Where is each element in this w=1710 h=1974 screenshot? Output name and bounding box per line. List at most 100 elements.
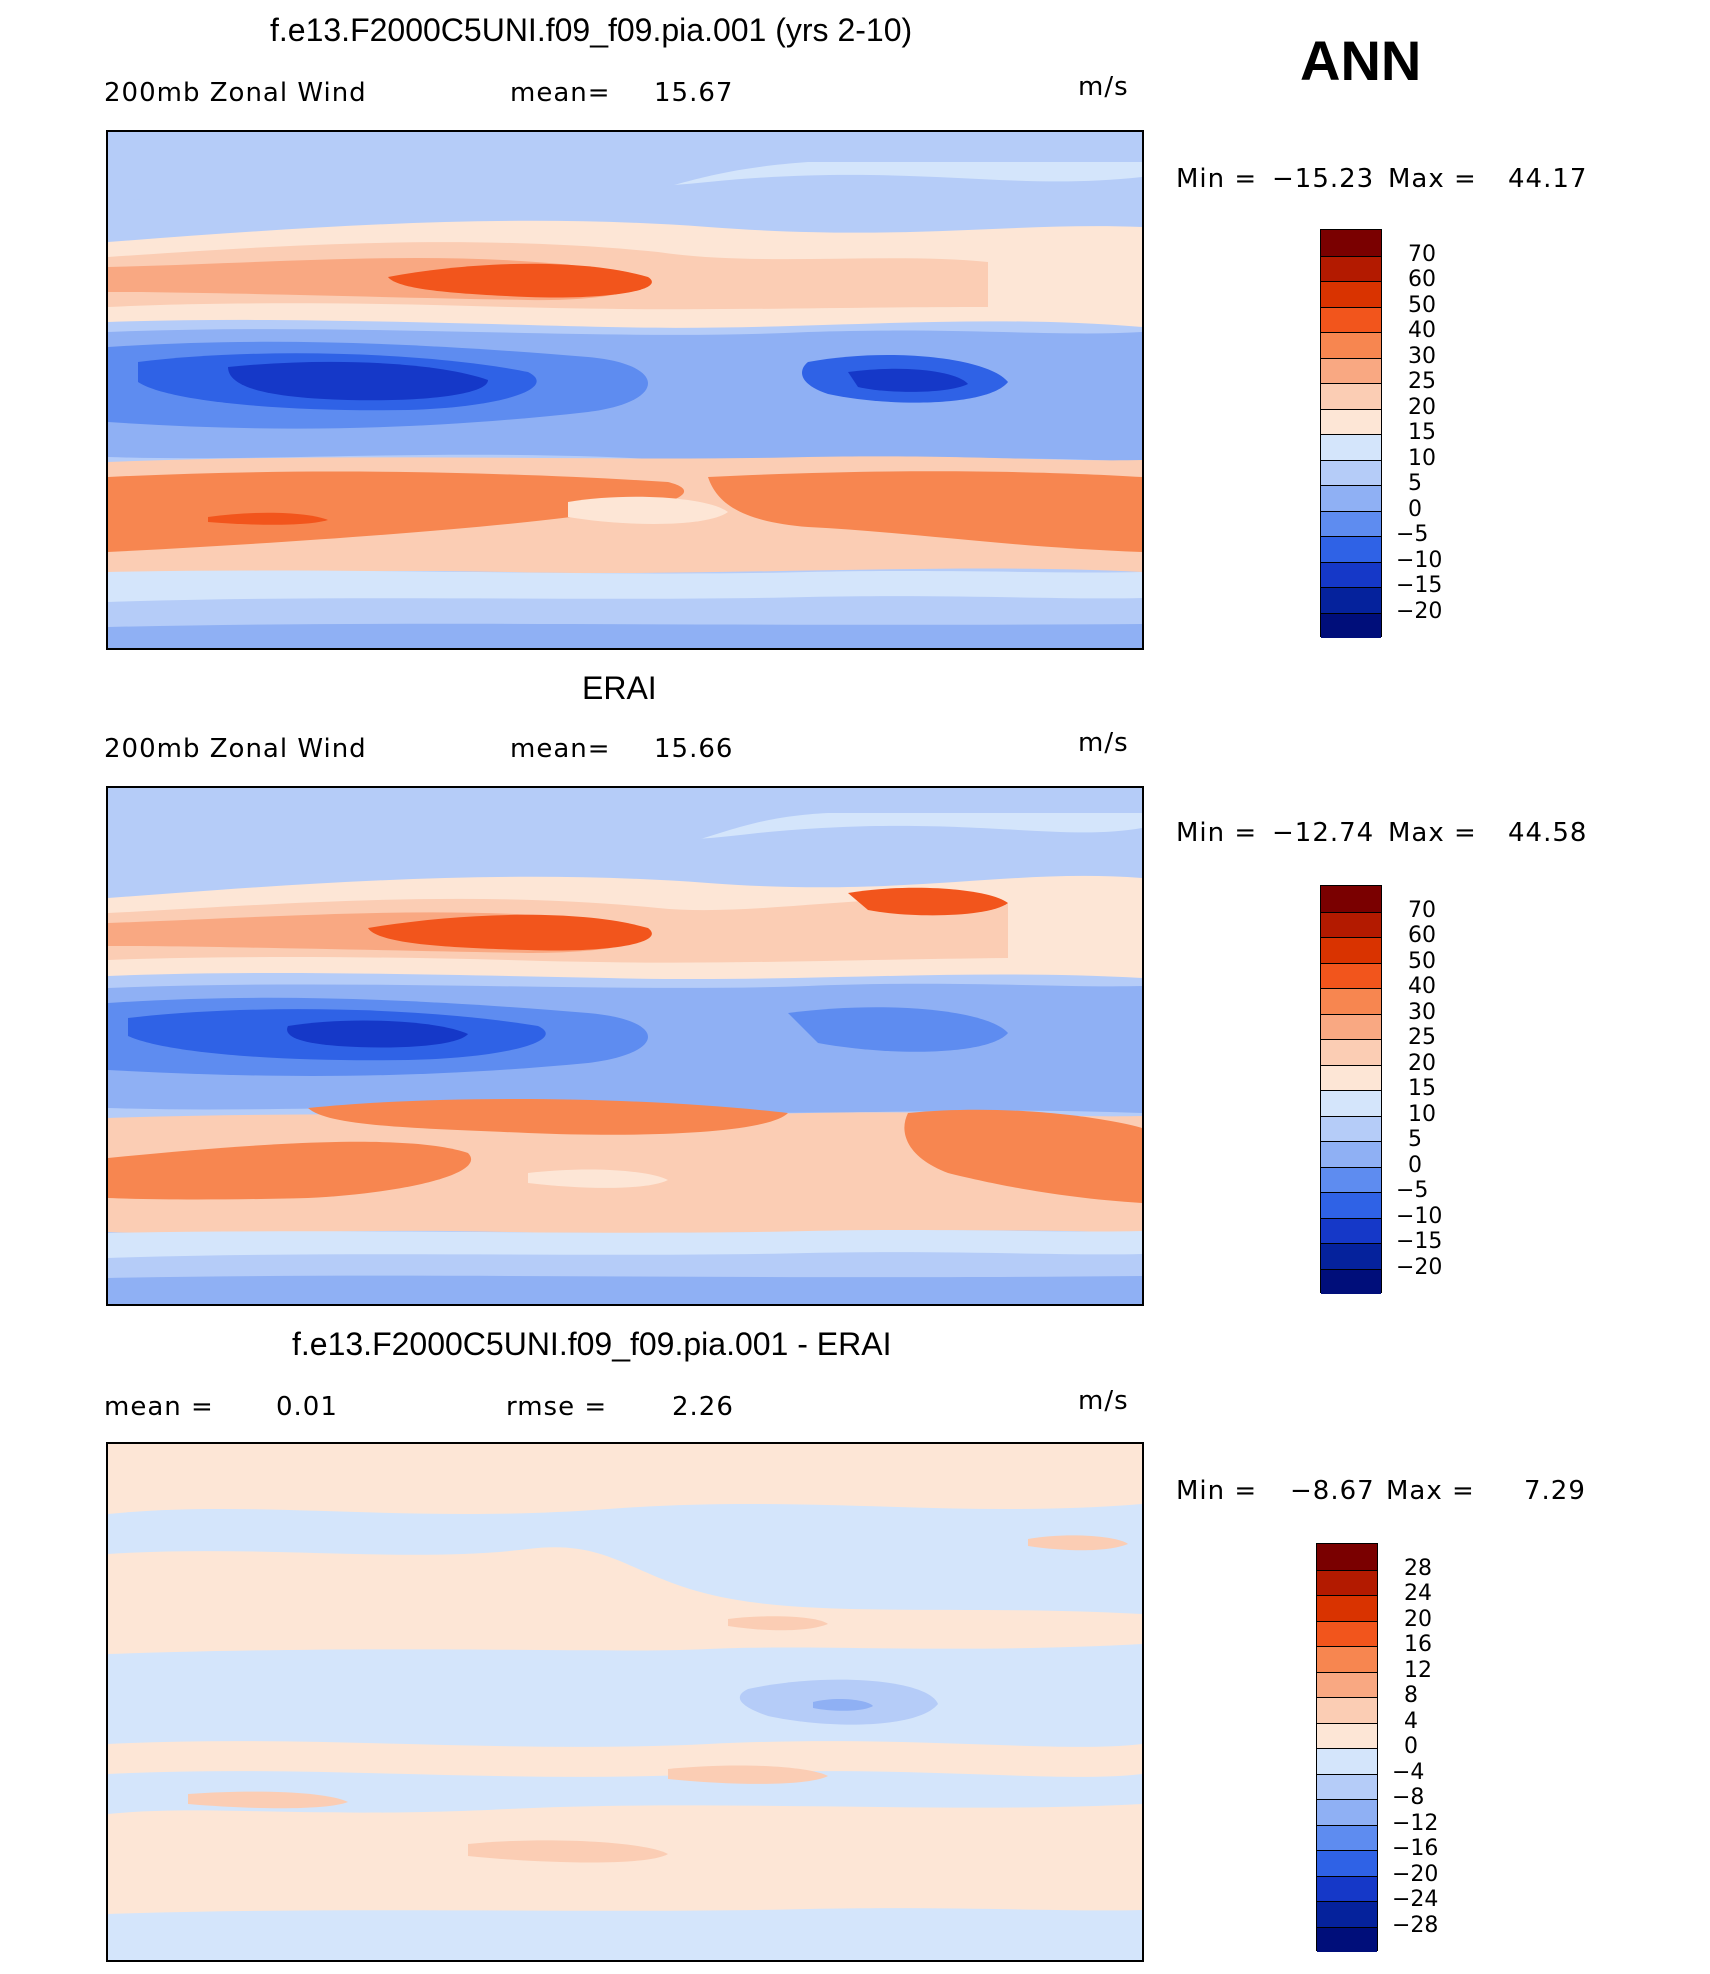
- colorbar-tick-label: −10: [1396, 547, 1443, 573]
- colorbar-swatch: [1321, 510, 1381, 536]
- season-label: ANN: [1300, 29, 1422, 92]
- colorbar-box: [1320, 885, 1382, 1294]
- panel1-min-value: −15.23: [1272, 164, 1375, 194]
- panel3-mean-value: 0.01: [276, 1392, 338, 1422]
- colorbar-tick-label: −16: [1392, 1836, 1439, 1861]
- colorbar-tick-label: 50: [1408, 948, 1436, 974]
- colorbar-swatch: [1321, 1192, 1381, 1218]
- panel1-field: [108, 132, 1142, 648]
- colorbar-tick-label: 40: [1408, 974, 1436, 999]
- colorbar-tick-label: −10: [1396, 1203, 1443, 1229]
- panel2-max-label: Max =: [1388, 818, 1477, 848]
- panel2-map: [106, 786, 1144, 1306]
- colorbar-tick-label: −28: [1392, 1912, 1439, 1938]
- colorbar-tick-label: −15: [1396, 573, 1443, 598]
- colorbar-swatch: [1321, 485, 1381, 511]
- colorbar-tick-label: 5: [1408, 1127, 1422, 1152]
- panel1-map: [106, 130, 1144, 650]
- colorbar-tick-label: 40: [1408, 318, 1436, 343]
- colorbar-tick-label: 8: [1404, 1683, 1418, 1708]
- panel3-title: f.e13.F2000C5UNI.f09_f09.pia.001 - ERAI: [292, 1326, 892, 1362]
- colorbar-swatch: [1317, 1671, 1377, 1697]
- colorbar-swatch: [1321, 1013, 1381, 1039]
- colorbar-swatch: [1321, 1064, 1381, 1090]
- colorbar-tick-label: 0: [1404, 1734, 1418, 1759]
- colorbar-swatch: [1321, 434, 1381, 460]
- panel2-title: ERAI: [582, 670, 657, 706]
- colorbar-tick-label: 30: [1408, 999, 1436, 1025]
- colorbar-tick-label: 5: [1408, 471, 1422, 496]
- colorbar-swatch: [1321, 1243, 1381, 1269]
- colorbar-swatch: [1317, 1875, 1377, 1901]
- colorbar-swatch: [1321, 1090, 1381, 1116]
- colorbar-swatch: [1317, 1850, 1377, 1876]
- colorbar-swatch: [1321, 612, 1381, 638]
- panel1-min-label: Min =: [1176, 164, 1258, 194]
- colorbar-swatch: [1321, 255, 1381, 281]
- panel2-mean-label: mean=: [510, 734, 611, 764]
- colorbar-swatch: [1317, 1824, 1377, 1850]
- colorbar-swatch: [1317, 1748, 1377, 1774]
- colorbar-tick-label: 4: [1404, 1708, 1418, 1734]
- panel1-max-label: Max =: [1388, 164, 1477, 194]
- panel3-rmse-label: rmse =: [506, 1392, 608, 1422]
- colorbar-swatch: [1321, 306, 1381, 332]
- colorbar-tick-label: −20: [1396, 598, 1443, 624]
- colorbar-swatch: [1321, 408, 1381, 434]
- panel2-units: m/s: [1078, 728, 1129, 758]
- colorbar-swatch: [1321, 886, 1381, 912]
- colorbar-swatch: [1317, 1544, 1377, 1570]
- colorbar-swatch: [1321, 1217, 1381, 1243]
- panel2-min-value: −12.74: [1272, 818, 1375, 848]
- colorbar-tick-label: −4: [1392, 1759, 1425, 1785]
- panel2-variable: 200mb Zonal Wind: [104, 734, 367, 764]
- panel1-units: m/s: [1078, 72, 1129, 102]
- panel1-title: f.e13.F2000C5UNI.f09_f09.pia.001 (yrs 2-…: [270, 12, 913, 48]
- colorbar-tick-label: 25: [1408, 1025, 1436, 1050]
- colorbar-swatch: [1321, 383, 1381, 409]
- panel3-min-value: −8.67: [1290, 1476, 1375, 1506]
- colorbar-swatch: [1321, 230, 1381, 256]
- colorbar-swatch: [1321, 937, 1381, 963]
- colorbar-swatch: [1317, 1595, 1377, 1621]
- colorbar-tick-label: −15: [1396, 1229, 1443, 1254]
- colorbar-swatch: [1321, 962, 1381, 988]
- colorbar-swatch: [1317, 1569, 1377, 1595]
- colorbar-tick-label: 70: [1408, 897, 1436, 923]
- colorbar-tick-label: 16: [1404, 1632, 1432, 1657]
- panel2-max-value: 44.58: [1508, 818, 1588, 848]
- colorbar-tick-label: −8: [1392, 1785, 1425, 1810]
- colorbar-swatch: [1321, 281, 1381, 307]
- panel2-mean-value: 15.66: [654, 734, 734, 764]
- colorbar-swatch: [1321, 332, 1381, 358]
- colorbar-tick-label: 30: [1408, 343, 1436, 369]
- colorbar-swatch: [1321, 1039, 1381, 1065]
- colorbar-swatch: [1317, 1697, 1377, 1723]
- colorbar-tick-label: 10: [1408, 445, 1436, 471]
- colorbar-swatch: [1321, 1115, 1381, 1141]
- panel3-field: [108, 1444, 1142, 1960]
- colorbar-swatch: [1321, 1268, 1381, 1294]
- colorbar-tick-label: 20: [1404, 1606, 1432, 1632]
- colorbar-tick-label: −5: [1396, 522, 1429, 547]
- panel3-max-value: 7.29: [1524, 1476, 1586, 1506]
- panel3-mean-label: mean =: [104, 1392, 214, 1422]
- colorbar-swatch: [1321, 587, 1381, 613]
- panel1-mean-label: mean=: [510, 78, 611, 108]
- colorbar-tick-label: −12: [1392, 1810, 1439, 1836]
- colorbar-swatch: [1321, 357, 1381, 383]
- panel3-map: [106, 1442, 1144, 1962]
- colorbar-tick-label: −5: [1396, 1178, 1429, 1203]
- colorbar-tick-label: −20: [1392, 1861, 1439, 1887]
- panel3-units: m/s: [1078, 1386, 1129, 1416]
- colorbar-tick-label: 20: [1408, 394, 1436, 420]
- colorbar-tick-label: 12: [1404, 1657, 1432, 1683]
- colorbar-swatch: [1317, 1799, 1377, 1825]
- colorbar-swatch: [1317, 1646, 1377, 1672]
- colorbar-tick-label: 70: [1408, 241, 1436, 267]
- colorbar-tick-label: 24: [1404, 1581, 1432, 1606]
- colorbar-box: [1320, 229, 1382, 638]
- colorbar-swatch: [1321, 1141, 1381, 1167]
- colorbar-tick-label: 15: [1408, 420, 1436, 445]
